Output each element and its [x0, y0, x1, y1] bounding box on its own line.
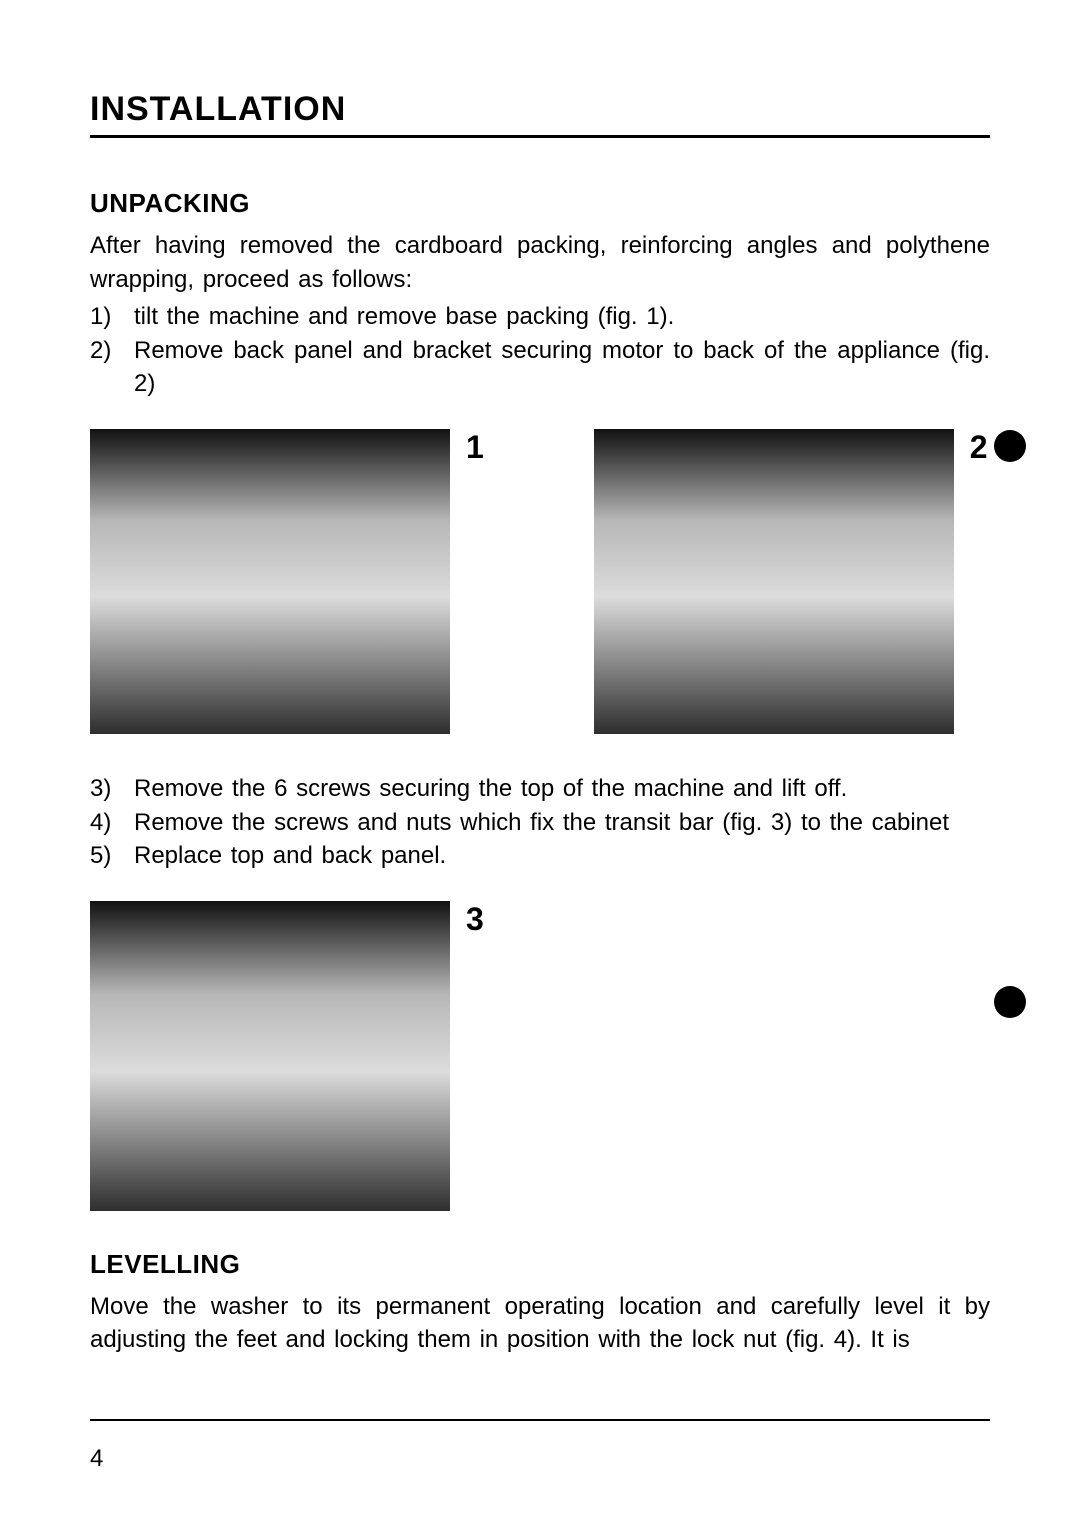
step-item: 1) tilt the machine and remove base pack… [90, 300, 990, 334]
figure-2-number: 2 [970, 429, 988, 466]
step-number: 3) [90, 772, 134, 806]
step-text: Remove the screws and nuts which fix the… [134, 806, 990, 840]
step-number: 2) [90, 334, 134, 368]
figure-3-number: 3 [466, 901, 484, 938]
figure-3-image [90, 901, 450, 1211]
steps-a: 1) tilt the machine and remove base pack… [90, 300, 990, 401]
punch-dot-bottom [994, 986, 1026, 1018]
figure-cell-2: 2 [594, 429, 988, 734]
page-number: 4 [90, 1445, 103, 1473]
punch-dot-top [994, 430, 1026, 462]
figure-1-image [90, 429, 450, 734]
page-title: INSTALLATION [90, 90, 990, 129]
figure-cell-3: 3 [90, 901, 484, 1211]
figure-cell-1: 1 [90, 429, 484, 734]
figure-row-2: 3 [90, 901, 990, 1211]
step-text: Remove back panel and bracket securing m… [134, 334, 990, 401]
step-item: 5) Replace top and back panel. [90, 839, 990, 873]
figure-1-number: 1 [466, 429, 484, 466]
title-rule [90, 135, 990, 138]
step-text: Remove the 6 screws securing the top of … [134, 772, 990, 806]
page: INSTALLATION UNPACKING After having remo… [0, 0, 1080, 1533]
levelling-body: Move the washer to its permanent operati… [90, 1290, 990, 1357]
step-number: 5) [90, 839, 134, 873]
step-number: 4) [90, 806, 134, 840]
step-text: tilt the machine and remove base packing… [134, 300, 990, 334]
step-item: 4) Remove the screws and nuts which fix … [90, 806, 990, 840]
step-text: Replace top and back panel. [134, 839, 990, 873]
levelling-heading: LEVELLING [90, 1249, 990, 1280]
step-number: 1) [90, 300, 134, 334]
steps-b: 3) Remove the 6 screws securing the top … [90, 772, 990, 873]
figure-2-image [594, 429, 954, 734]
figure-row-1: 1 2 [90, 429, 990, 734]
unpacking-intro: After having removed the cardboard packi… [90, 229, 990, 296]
footer-rule [90, 1419, 990, 1421]
step-item: 2) Remove back panel and bracket securin… [90, 334, 990, 401]
unpacking-heading: UNPACKING [90, 188, 990, 219]
step-item: 3) Remove the 6 screws securing the top … [90, 772, 990, 806]
